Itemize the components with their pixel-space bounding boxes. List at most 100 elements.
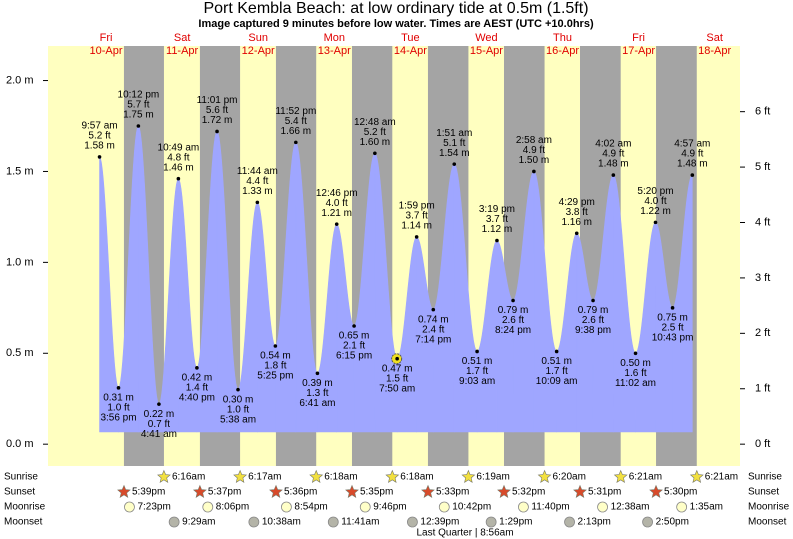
astro-row-label: Moonrise (748, 502, 790, 513)
tide-area (556, 232, 578, 433)
tide-label: 1.7 ft (546, 366, 568, 377)
sunset-icon (192, 484, 207, 498)
moonset-icon (327, 516, 339, 528)
astro-time: 2:13pm (578, 517, 611, 528)
tide-label: 1.16 m (561, 217, 592, 228)
tide-point (273, 344, 278, 348)
tide-point (236, 387, 240, 392)
sunrise-icon (689, 469, 704, 483)
astro-row-label: Moonset (748, 517, 787, 528)
tide-point (157, 402, 161, 406)
tide-point (511, 298, 515, 303)
tide-label: 1.33 m (242, 186, 273, 197)
tide-label: 1.48 m (677, 159, 708, 170)
y2-tick-label: 6 ft (755, 106, 770, 118)
tide-label: 0.39 m (302, 378, 333, 389)
tide-point (554, 349, 559, 354)
moonrise-icon (202, 501, 214, 513)
tide-label: 1.50 m (519, 155, 550, 166)
astro-time: 6:21am (705, 472, 738, 483)
tide-label: 8:24 pm (495, 325, 531, 336)
tide-point (532, 169, 536, 174)
tide-label: 4:41 am (141, 429, 177, 440)
tide-label: 3.8 ft (566, 207, 588, 218)
tide-label: 10:43 pm (652, 332, 694, 343)
astro-time: 6:20am (553, 472, 586, 483)
astro-time: 5:31pm (588, 487, 621, 498)
day-name: Thu (553, 32, 572, 44)
astro-time: 5:36pm (284, 487, 317, 498)
tide-label: 4.9 ft (523, 145, 545, 156)
tide-point (611, 173, 616, 177)
tide-label: 1.7 ft (466, 366, 488, 377)
day-name: Fri (100, 32, 113, 44)
tide-area (416, 236, 434, 433)
tide-label: 3.7 ft (406, 211, 428, 222)
day-date: 13-Apr (318, 45, 351, 57)
tide-label: 9:38 pm (575, 325, 611, 336)
tide-label: 0.75 m (657, 312, 688, 323)
tide-area (138, 124, 160, 433)
moonset-icon (485, 516, 497, 528)
moonset-icon (168, 516, 180, 528)
tide-label: 7:14 pm (415, 334, 451, 345)
moonrise-icon (281, 501, 292, 513)
moonset-icon (407, 516, 418, 528)
tide-label: 4.9 ft (681, 149, 703, 160)
y2-tick-label: 2 ft (755, 327, 770, 339)
tide-label: 0.54 m (260, 351, 291, 362)
tide-label: 9:03 am (459, 376, 495, 387)
tide-area (216, 130, 239, 433)
tide-area (237, 201, 258, 433)
tide-label: 4.0 ft (326, 198, 348, 209)
y2-tick-label: 0 ft (755, 438, 770, 450)
tide-label: 5.7 ft (127, 100, 149, 111)
tide-label: 2.4 ft (422, 324, 444, 335)
tide-area (635, 221, 656, 433)
tide-label: 1.60 m (360, 137, 391, 148)
astro-time: 7:23pm (137, 502, 170, 513)
sunset-icon (421, 484, 435, 498)
tide-label: 1.8 ft (264, 361, 286, 372)
tide-label: 1.3 ft (306, 388, 328, 399)
astro-time: 11:40pm (531, 502, 569, 513)
tide-point (690, 173, 695, 177)
chart-subtitle: Image captured 9 minutes before low wate… (198, 18, 594, 30)
tide-label: 12:48 am (354, 117, 396, 128)
tide-area (576, 232, 594, 433)
day-date: 16-Apr (546, 45, 579, 57)
sunrise-icon (613, 469, 628, 483)
tide-point (116, 386, 121, 390)
astro-row-label: Sunset (4, 487, 35, 498)
tide-label: 1.72 m (202, 115, 233, 126)
day-date: 11-Apr (166, 45, 199, 57)
moon-phase: Last Quarter | 8:56am (416, 528, 513, 539)
tide-point (633, 351, 638, 356)
tide-label: 4.4 ft (246, 176, 268, 187)
tide-point (475, 349, 479, 354)
tide-area (178, 177, 198, 433)
tide-area (672, 174, 693, 433)
moonrise-icon (124, 501, 135, 513)
tide-label: 5.2 ft (364, 127, 386, 138)
tide-label: 0.51 m (541, 356, 572, 367)
y-tick-label: 1.5 m (6, 165, 34, 177)
tide-label: 0.42 m (182, 372, 213, 383)
tide-point (255, 200, 260, 205)
day-name: Sat (706, 32, 723, 44)
tide-label: 3.7 ft (486, 214, 508, 225)
tide-area (613, 174, 636, 433)
tide-label: 5:38 am (220, 414, 256, 425)
sunset-icon (573, 484, 587, 498)
sunset-icon (649, 484, 663, 498)
tide-label: 0.51 m (462, 356, 493, 367)
tide-point (431, 307, 436, 312)
tide-point (414, 235, 419, 239)
tide-label: 5.2 ft (88, 131, 110, 142)
tide-label: 0.7 ft (148, 419, 170, 430)
astro-time: 6:19am (476, 472, 509, 483)
tide-label: 1.58 m (84, 141, 115, 152)
moonrise-icon (438, 501, 450, 513)
moonrise-icon (518, 501, 529, 513)
